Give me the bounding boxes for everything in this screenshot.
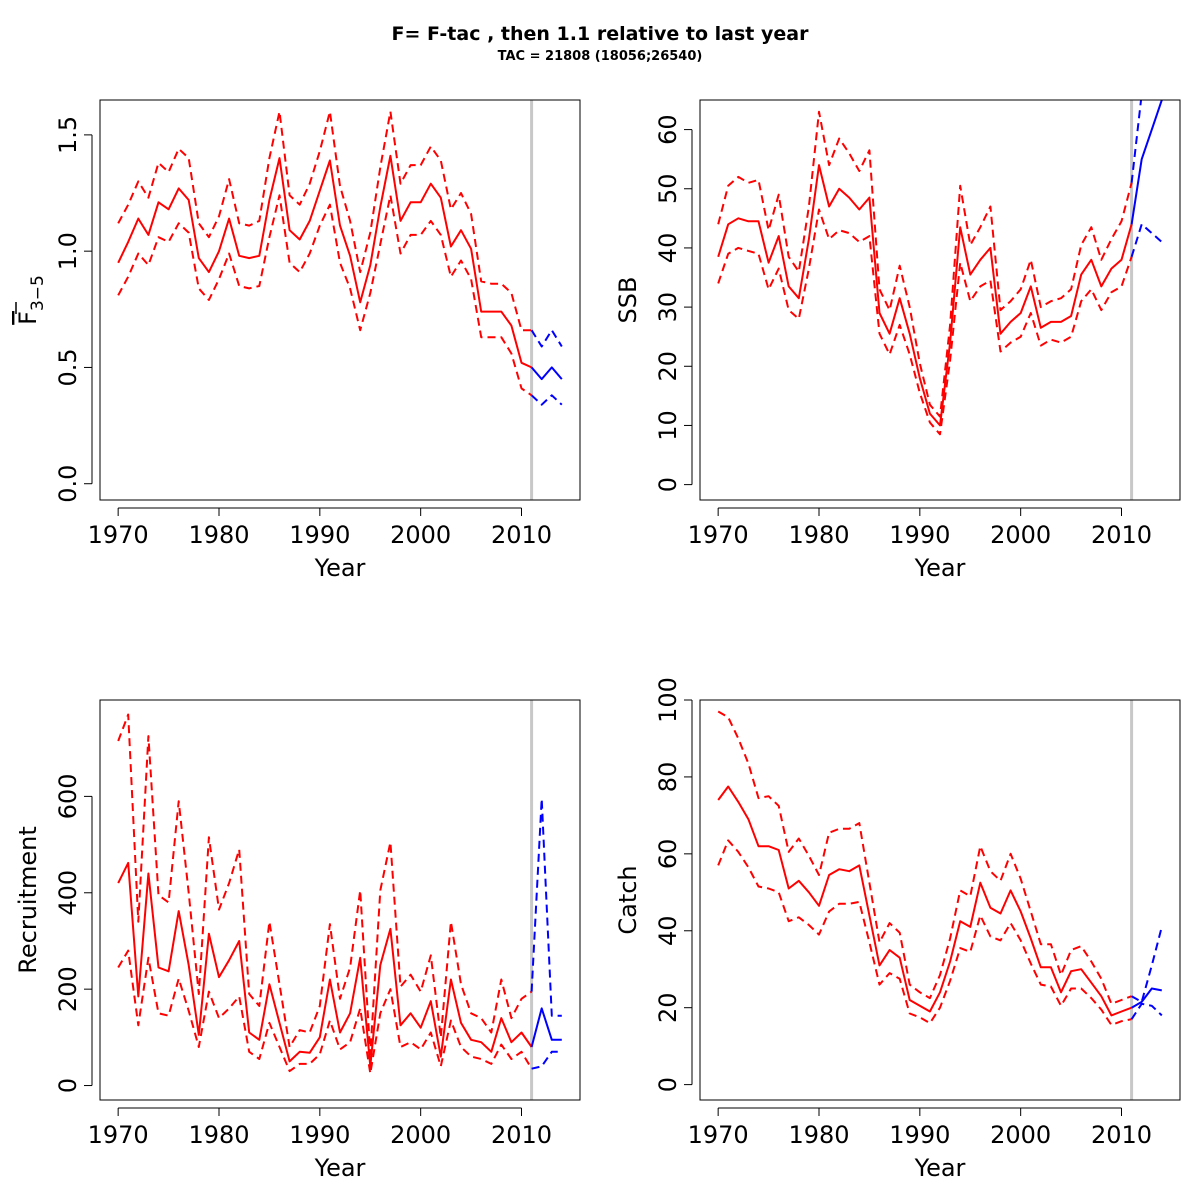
- y-axis-label-main: F: [14, 311, 42, 325]
- panel-recruitment: 1970 1980 1990 2000 2010 0 200 400 600 Year Recrui…: [14, 699, 581, 1182]
- plot-area: [117, 110, 563, 406]
- x-tick-label: 1990: [289, 521, 350, 549]
- plot-area: [717, 100, 1163, 436]
- historic-upper-bound-line: [717, 710, 1132, 1005]
- historic-upper-bound-line: [717, 110, 1133, 418]
- forecast-lower-bound-line: [530, 394, 563, 406]
- historic-lower-bound-line: [117, 949, 533, 1075]
- y-tick-label: 0.0: [54, 465, 82, 503]
- forecast-upper-bound-line: [530, 797, 562, 1017]
- y-tick-label: 400: [54, 870, 82, 916]
- x-tick-label: 2010: [1091, 521, 1152, 549]
- historic-median-line: [117, 154, 533, 369]
- y-tick-label: 0: [654, 1077, 682, 1092]
- panel-catch: 1970 1980 1990 2000 2010 0 20 40 60 80 100 Year Catc…: [614, 677, 1181, 1182]
- y-tick-label: 200: [54, 966, 82, 1012]
- x-tick-label: 1970: [688, 521, 749, 549]
- x-tick-label: 1970: [88, 521, 149, 549]
- y-axis-label: F3−5: [14, 275, 48, 325]
- historic-upper-bound-line: [117, 110, 532, 332]
- forecast-median-line: [530, 1007, 562, 1048]
- y-tick-label: 100: [654, 677, 682, 723]
- plot-area: [717, 710, 1163, 1026]
- y-tick-label: 50: [654, 173, 682, 204]
- forecast-lower-bound-line: [531, 1050, 562, 1070]
- figure-title: F= F-tac , then 1.1 relative to last yea…: [392, 23, 810, 45]
- y-axis-label: SSB: [614, 277, 642, 324]
- forecast-upper-bound-line: [1131, 926, 1163, 1003]
- y-tick-label: 40: [654, 233, 682, 264]
- y-tick-label: 30: [654, 292, 682, 323]
- x-axis-label: Year: [914, 554, 966, 582]
- y-tick-label: 0: [54, 1078, 82, 1093]
- x-tick-label: 2000: [990, 521, 1051, 549]
- plot-frame: [699, 99, 1181, 501]
- panel-ssb: 1970 1980 1990 2000 2010 0 10 20 30 40 50 60 Year SSB: [614, 99, 1181, 582]
- y-tick-label: 0: [654, 477, 682, 492]
- historic-upper-bound-line: [117, 713, 533, 1056]
- forecast-upper-bound-line: [530, 329, 563, 348]
- y-axis-label: Catch: [614, 865, 642, 934]
- y-tick-label: 1.0: [54, 232, 82, 270]
- x-tick-label: 1980: [188, 1121, 249, 1149]
- y-tick-label: 40: [654, 915, 682, 946]
- x-tick-label: 1990: [289, 1121, 350, 1149]
- y-tick-label: 600: [54, 773, 82, 819]
- y-tick-label: 80: [654, 762, 682, 793]
- x-tick-label: 2010: [1091, 1121, 1152, 1149]
- historic-lower-bound-line: [717, 839, 1132, 1026]
- x-tick-label: 1980: [188, 521, 249, 549]
- historic-median-line: [717, 164, 1133, 427]
- x-tick-label: 2000: [390, 1121, 451, 1149]
- x-tick-label: 1970: [688, 1121, 749, 1149]
- x-tick-label: 2010: [491, 1121, 552, 1149]
- y-tick-label: 60: [654, 114, 682, 145]
- plot-frame: [99, 99, 581, 501]
- y-axis-label-subscript: 3−5: [28, 275, 48, 311]
- forecast-median-line: [1131, 987, 1162, 1009]
- forecast-median-line: [530, 366, 563, 381]
- y-tick-label: 10: [654, 410, 682, 441]
- x-axis-label: Year: [914, 1154, 966, 1182]
- historic-lower-bound-line: [117, 194, 533, 397]
- forecast-median-line: [1130, 100, 1163, 225]
- plot-frame: [99, 699, 581, 1101]
- figure-subtitle: TAC = 21808 (18056;26540): [498, 49, 703, 64]
- y-tick-label: 60: [654, 839, 682, 870]
- x-axis-label: Year: [314, 554, 366, 582]
- x-tick-label: 1990: [889, 1121, 950, 1149]
- forecast-lower-bound-line: [1130, 223, 1163, 258]
- x-tick-label: 2010: [491, 521, 552, 549]
- x-axis-label: Year: [314, 1154, 366, 1182]
- historic-lower-bound-line: [717, 208, 1133, 436]
- y-tick-label: 1.5: [54, 116, 82, 154]
- y-tick-label: 20: [654, 992, 682, 1023]
- x-tick-label: 2000: [990, 1121, 1051, 1149]
- y-axis-label: Recruitment: [14, 826, 42, 973]
- plot-frame: [699, 699, 1181, 1101]
- forecast-upper-bound-line: [1130, 100, 1143, 183]
- x-tick-label: 1980: [788, 1121, 849, 1149]
- x-tick-label: 1970: [88, 1121, 149, 1149]
- x-tick-label: 1980: [788, 521, 849, 549]
- panel-fishing-mortality: 1970 1980 1990 2000 2010 0.0 0.5 1.0 1.5 Year F3−5: [14, 99, 581, 582]
- historic-median-line: [717, 785, 1132, 1017]
- plot-area: [117, 713, 562, 1075]
- y-tick-label: 0.5: [54, 348, 82, 386]
- historic-median-line: [117, 861, 533, 1068]
- x-tick-label: 2000: [390, 521, 451, 549]
- y-tick-label: 20: [654, 351, 682, 382]
- x-tick-label: 1990: [889, 521, 950, 549]
